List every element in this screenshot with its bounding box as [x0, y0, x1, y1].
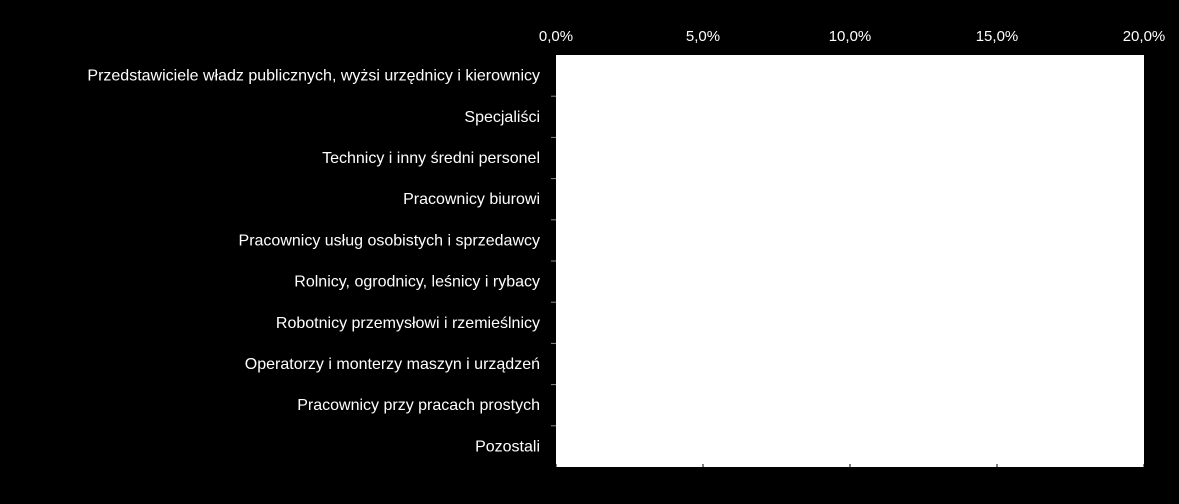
plot-area: [556, 55, 1144, 467]
y-category-label: Robotnicy przemysłowi i rzemieślnicy: [276, 315, 540, 332]
y-category-label: Operatorzy i monterzy maszyn i urządzeń: [245, 356, 540, 373]
y-axis: Przedstawiciele władz publicznych, wyżsi…: [87, 68, 556, 455]
y-category-label: Pracownicy usług osobistych i sprzedawcy: [239, 232, 540, 249]
x-axis: 0,0% 5,0% 10,0% 15,0% 20,0%: [539, 28, 1165, 467]
plot-area-group: [556, 55, 1144, 467]
x-tick-label: 20,0%: [1123, 28, 1166, 45]
x-tick-label: 0,0%: [539, 28, 573, 45]
x-tick-label: 15,0%: [976, 28, 1019, 45]
y-category-label: Przedstawiciele władz publicznych, wyżsi…: [87, 68, 540, 85]
y-category-label: Pracownicy biurowi: [403, 191, 540, 208]
y-category-label: Specjaliści: [464, 109, 540, 126]
y-category-label: Technicy i inny średni personel: [322, 150, 540, 167]
y-category-label: Pozostali: [475, 438, 540, 455]
y-category-label: Rolnicy, ogrodnicy, leśnicy i rybacy: [294, 274, 540, 291]
x-tick-label: 5,0%: [686, 28, 720, 45]
x-tick-label: 10,0%: [829, 28, 872, 45]
y-category-label: Pracownicy przy pracach prostych: [297, 397, 540, 414]
